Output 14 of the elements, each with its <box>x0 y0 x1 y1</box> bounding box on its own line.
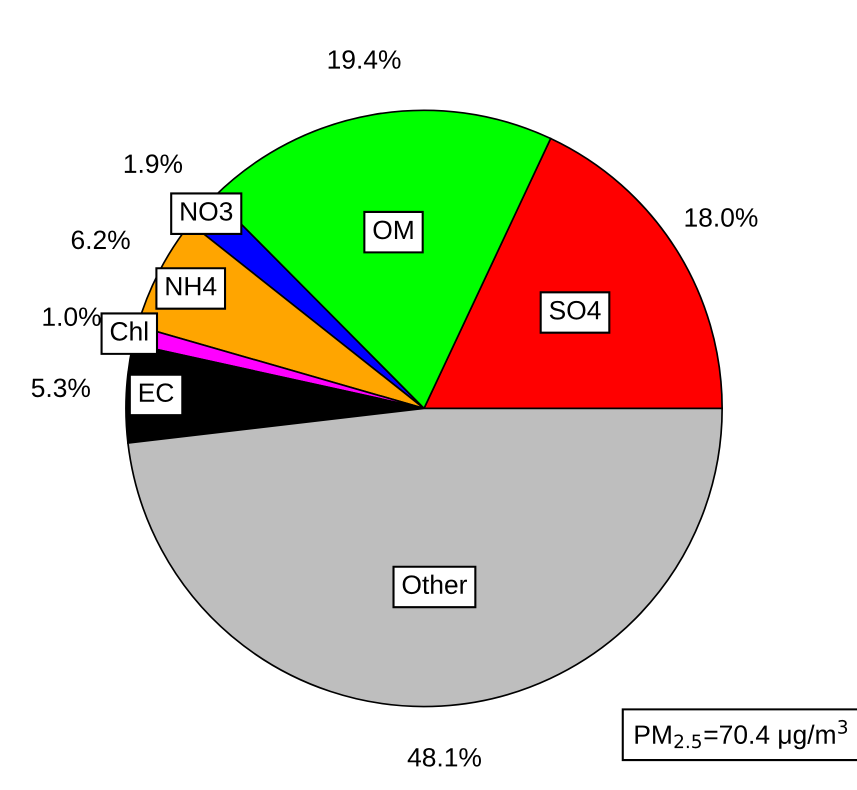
slice-label: NO3 <box>181 202 232 221</box>
slice-label: SO4 <box>550 300 601 320</box>
slice-label: OM <box>374 220 413 240</box>
legend-label: EC <box>140 383 174 402</box>
slice-label: Other <box>402 574 467 594</box>
slice-label: NH4 <box>166 277 216 296</box>
text: PM$_{2.5}$=70.4 μg/m$^{3}$ <box>635 720 848 750</box>
data-label: 5.3% <box>32 378 90 398</box>
data-label: 19.4% <box>328 50 401 69</box>
data-label: 18.0% <box>686 208 758 227</box>
data-label: 48.1% <box>408 748 481 767</box>
data-label: 6.2% <box>72 230 130 250</box>
slice-label: Chl <box>110 321 148 341</box>
data-label: 1.9% <box>124 154 182 174</box>
